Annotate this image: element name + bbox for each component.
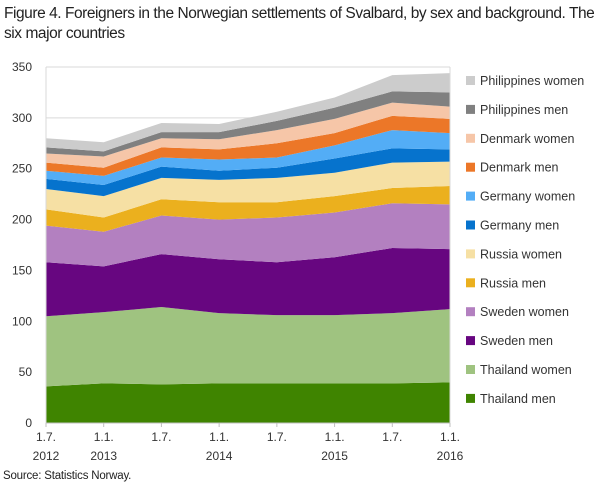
legend-swatch <box>466 162 475 172</box>
y-tick-label: 150 <box>12 263 32 277</box>
legend-label: Sweden men <box>480 334 553 348</box>
y-tick-label: 250 <box>12 162 32 176</box>
legend-swatch <box>466 249 475 259</box>
area-germany-women <box>46 130 450 185</box>
area-denmark-men <box>46 115 450 176</box>
area-thailand-women <box>46 307 450 387</box>
y-tick-label: 300 <box>12 111 32 125</box>
legend-label: Thailand women <box>480 363 572 377</box>
y-tick-label: 50 <box>19 365 33 379</box>
x-tick-year: 2016 <box>437 449 464 463</box>
legend-label: Denmark women <box>480 132 575 146</box>
legend-swatch <box>466 104 475 114</box>
area-russia-women <box>46 161 450 218</box>
y-tick-label: 0 <box>25 416 32 430</box>
y-tick-label: 100 <box>12 314 32 328</box>
x-tick-label: 1.1. <box>94 430 114 444</box>
x-tick-label: 1.7. <box>151 430 171 444</box>
legend-swatch <box>466 76 475 85</box>
source-note: Source: Statistics Norway. <box>3 470 132 482</box>
area-philippines-men <box>46 91 450 157</box>
x-tick-year: 2015 <box>321 449 348 463</box>
area-sweden-women <box>46 203 450 267</box>
area-philippines-women <box>46 73 450 152</box>
x-tick-year: 2013 <box>90 449 117 463</box>
x-tick-year: 2012 <box>33 449 60 463</box>
legend-swatch <box>466 191 475 201</box>
legend-label: Russia women <box>480 247 562 261</box>
legend-label: Germany men <box>480 219 559 233</box>
legend-swatch <box>466 133 475 143</box>
x-tick-label: 1.1. <box>440 430 460 444</box>
legend-label: Sweden women <box>480 305 569 319</box>
area-denmark-women <box>46 102 450 168</box>
x-tick-label: 1.7. <box>267 430 287 444</box>
area-germany-men <box>46 148 450 197</box>
x-tick-label: 1.7. <box>36 430 56 444</box>
x-tick-label: 1.7. <box>382 430 402 444</box>
y-tick-label: 350 <box>12 60 32 74</box>
legend-swatch <box>466 220 475 230</box>
area-russia-men <box>46 186 450 232</box>
x-tick-label: 1.1. <box>209 430 229 444</box>
legend-swatch <box>466 365 475 374</box>
legend-swatch <box>466 393 475 403</box>
legend-swatch <box>466 336 475 346</box>
legend-label: Russia men <box>480 276 546 290</box>
legend-label: Thailand men <box>480 392 556 406</box>
legend-label: Philippines men <box>480 103 568 117</box>
area-thailand-men <box>46 382 450 423</box>
y-tick-label: 200 <box>12 213 32 227</box>
legend-swatch <box>466 278 475 288</box>
x-tick-year: 2014 <box>206 449 233 463</box>
legend-swatch <box>466 307 475 317</box>
area-sweden-men <box>46 248 450 317</box>
legend-label: Philippines women <box>480 74 584 88</box>
legend-label: Germany women <box>480 190 575 204</box>
chart-title: Figure 4. Foreigners in the Norwegian se… <box>4 5 595 42</box>
x-tick-label: 1.1. <box>325 430 345 444</box>
legend-label: Denmark men <box>480 161 559 175</box>
